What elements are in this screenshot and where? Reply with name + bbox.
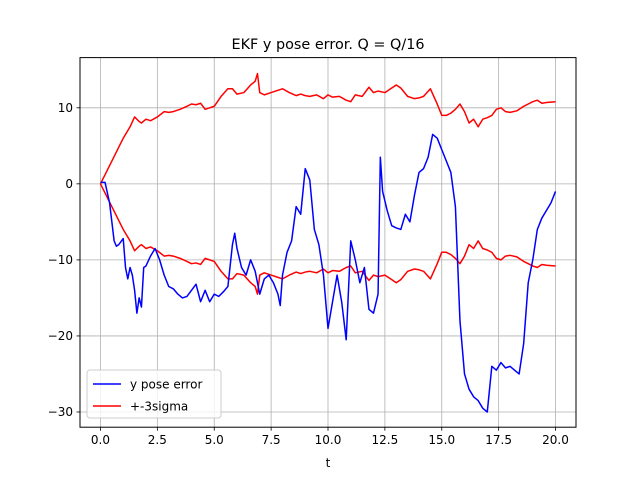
grid <box>80 57 576 428</box>
axis-ticks: 0.0 2.5 5.0 7.5 10.0 12.5 15.0 17.5 20.0 −30 −20 −1… <box>48 101 569 447</box>
series-line-plus-3sigma <box>99 72 556 185</box>
x-tick-label: 12.5 <box>372 433 399 447</box>
x-tick-label: 2.5 <box>148 433 167 447</box>
x-tick-label: 10.0 <box>315 433 342 447</box>
y-tick-label: 0 <box>65 177 73 191</box>
series-lines <box>99 72 557 413</box>
x-tick-label: 17.5 <box>485 433 512 447</box>
y-tick-label: 10 <box>58 101 73 115</box>
chart-title: EKF y pose error. Q = Q/16 <box>231 37 424 53</box>
legend-label-3sigma: +-3sigma <box>130 400 188 414</box>
series-line-y-pose-error <box>100 133 557 413</box>
x-tick-label: 0.0 <box>91 433 110 447</box>
y-tick-label: −30 <box>48 405 73 419</box>
x-tick-label: 7.5 <box>262 433 281 447</box>
x-tick-label: 20.0 <box>542 433 569 447</box>
series-line-minus-3sigma <box>99 183 556 295</box>
y-tick-label: −20 <box>48 329 73 343</box>
y-tick-label: −10 <box>48 253 73 267</box>
x-axis-label: t <box>326 456 331 470</box>
x-tick-label: 5.0 <box>205 433 224 447</box>
x-tick-label: 15.0 <box>428 433 455 447</box>
legend: y pose error +-3sigma <box>86 369 222 419</box>
legend-label-y-pose-error: y pose error <box>130 378 202 392</box>
